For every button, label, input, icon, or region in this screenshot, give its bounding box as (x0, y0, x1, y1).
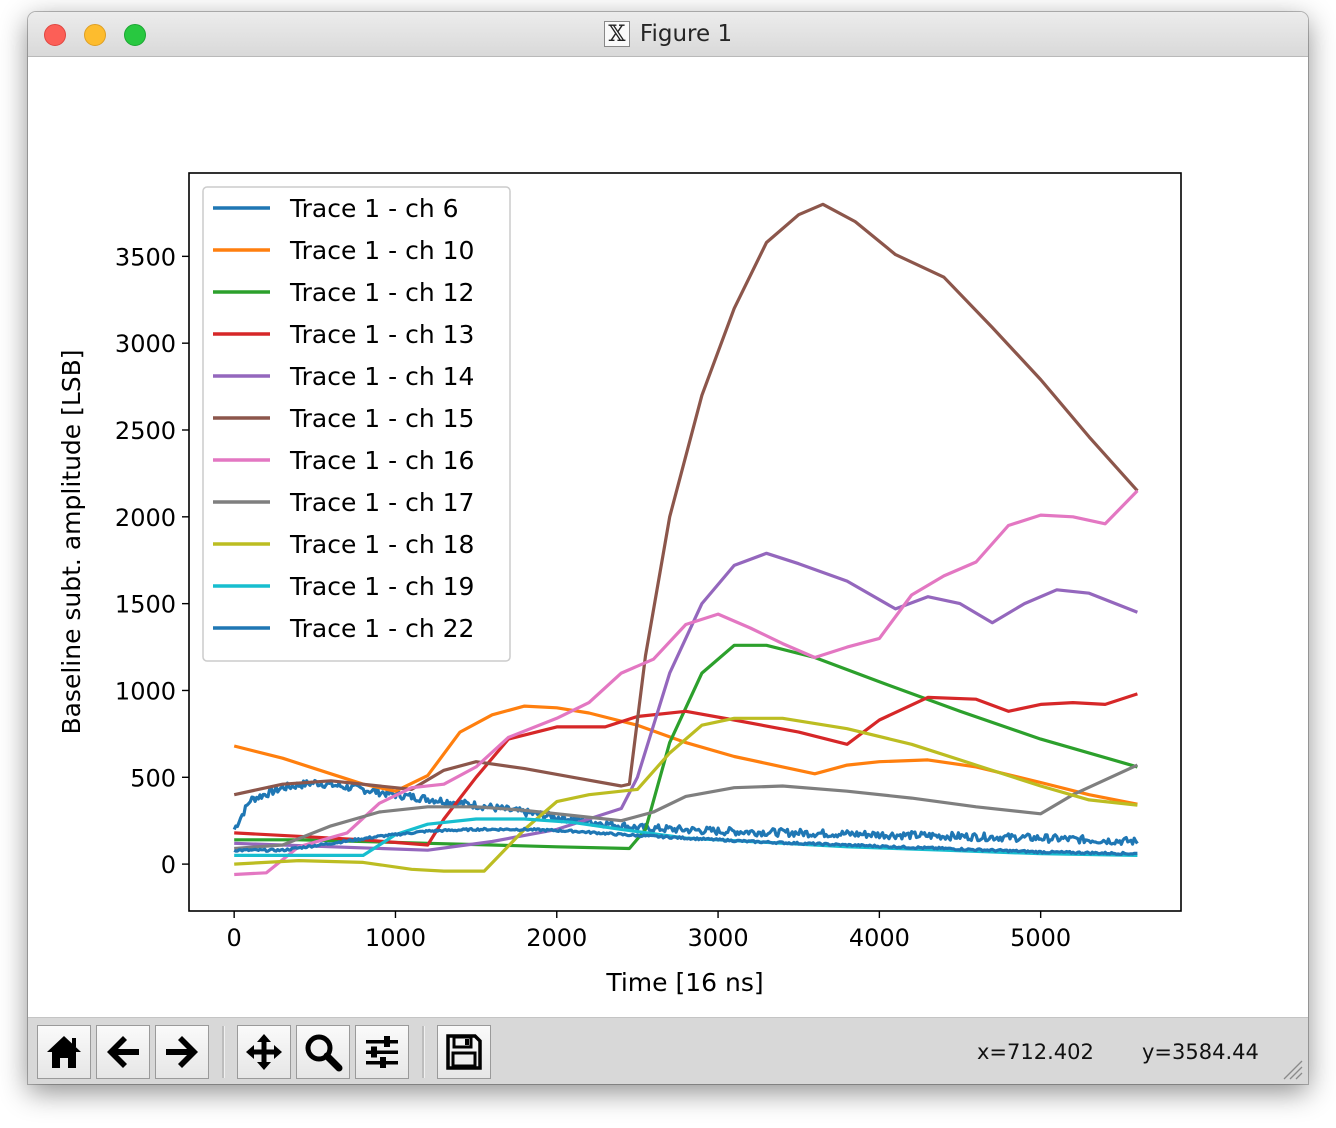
x-tick-label: 1000 (365, 924, 426, 952)
x11-app-icon: 𝕏 (603, 21, 630, 47)
x-tick-label: 5000 (1010, 924, 1071, 952)
save-button[interactable] (437, 1025, 491, 1079)
zoom-button[interactable] (296, 1025, 350, 1079)
home-icon (47, 1036, 81, 1068)
y-tick-label: 1500 (115, 591, 176, 619)
legend-label: Trace 1 - ch 12 (289, 278, 474, 307)
save-floppy-icon (446, 1034, 482, 1070)
y-axis-label: Baseline subt. amplitude [LSB] (57, 349, 86, 734)
x-tick-label: 3000 (688, 924, 749, 952)
y-tick-label: 2000 (115, 504, 176, 532)
legend-label: Trace 1 - ch 22 (289, 614, 474, 643)
y-tick-label: 3000 (115, 330, 176, 358)
axes-frame (188, 172, 1182, 912)
series-line-1 (232, 778, 1139, 846)
x-coordinate-readout: x=712.402 (977, 1040, 1094, 1064)
arrow-right-icon (166, 1036, 198, 1068)
legend-box (202, 186, 511, 662)
series-line-11 (233, 826, 1138, 856)
legend-label: Trace 1 - ch 18 (289, 530, 474, 559)
close-window-button[interactable] (44, 24, 66, 46)
forward-button[interactable] (155, 1025, 209, 1079)
series-line-8 (234, 763, 1139, 851)
move-icon (246, 1034, 282, 1070)
minimize-window-button[interactable] (84, 24, 106, 46)
x-axis-label: Time [16 ns] (605, 968, 763, 997)
title-group: 𝕏 Figure 1 (28, 12, 1308, 56)
chart-svg[interactable]: 0 1000 2000 3000 4000 5000 0 500 1000 1500 2000 250… (28, 57, 1308, 1017)
figure-window: 𝕏 Figure 1 0 1000 2000 3000 4000 5000 0 500 1000… (28, 12, 1308, 1084)
home-button[interactable] (37, 1025, 91, 1079)
sliders-icon (366, 1036, 398, 1068)
y-tick-label: 500 (130, 764, 176, 792)
toolbar-separator (422, 1026, 425, 1078)
legend: Trace 1 - ch 6 Trace 1 - ch 10 Trace 1 - c… (202, 186, 511, 662)
legend-label: Trace 1 - ch 10 (289, 236, 474, 265)
series-line-5 (234, 551, 1138, 852)
navigation-toolbar: x=712.402 y=3584.44 (28, 1017, 1308, 1084)
ticks-layer: 0 1000 2000 3000 4000 5000 0 500 1000 1500 2000 250… (115, 243, 1071, 952)
zoom-magnifier-icon (305, 1034, 343, 1072)
x-tick-label: 0 (227, 924, 242, 952)
legend-label: Trace 1 - ch 17 (289, 488, 474, 517)
legend-label: Trace 1 - ch 19 (289, 572, 474, 601)
title-bar[interactable]: 𝕏 Figure 1 (28, 12, 1308, 57)
x-tick-label: 4000 (849, 924, 910, 952)
back-button[interactable] (96, 1025, 150, 1079)
y-tick-label: 0 (161, 851, 176, 879)
configure-subplots-button[interactable] (355, 1025, 409, 1079)
x-tick-label: 2000 (526, 924, 587, 952)
legend-label: Trace 1 - ch 16 (289, 446, 474, 475)
y-tick-label: 1000 (115, 677, 176, 705)
series-line-9 (234, 716, 1138, 873)
window-title: Figure 1 (639, 21, 733, 47)
toolbar-separator (222, 1026, 225, 1078)
maximize-window-button[interactable] (124, 24, 146, 46)
legend-label: Trace 1 - ch 14 (289, 362, 474, 391)
series-layer (232, 202, 1139, 877)
y-tick-label: 3500 (115, 243, 176, 271)
arrow-left-icon (107, 1036, 139, 1068)
legend-label: Trace 1 - ch 15 (289, 404, 474, 433)
resize-grip-icon[interactable] (1282, 1059, 1304, 1081)
pan-button[interactable] (237, 1025, 291, 1079)
legend-label: Trace 1 - ch 6 (289, 194, 459, 223)
legend-label: Trace 1 - ch 13 (289, 320, 474, 349)
y-coordinate-readout: y=3584.44 (1142, 1040, 1259, 1064)
y-tick-label: 2500 (115, 417, 176, 445)
series-line-7 (234, 489, 1139, 877)
figure-canvas[interactable]: 0 1000 2000 3000 4000 5000 0 500 1000 1500 2000 250… (28, 57, 1308, 1017)
